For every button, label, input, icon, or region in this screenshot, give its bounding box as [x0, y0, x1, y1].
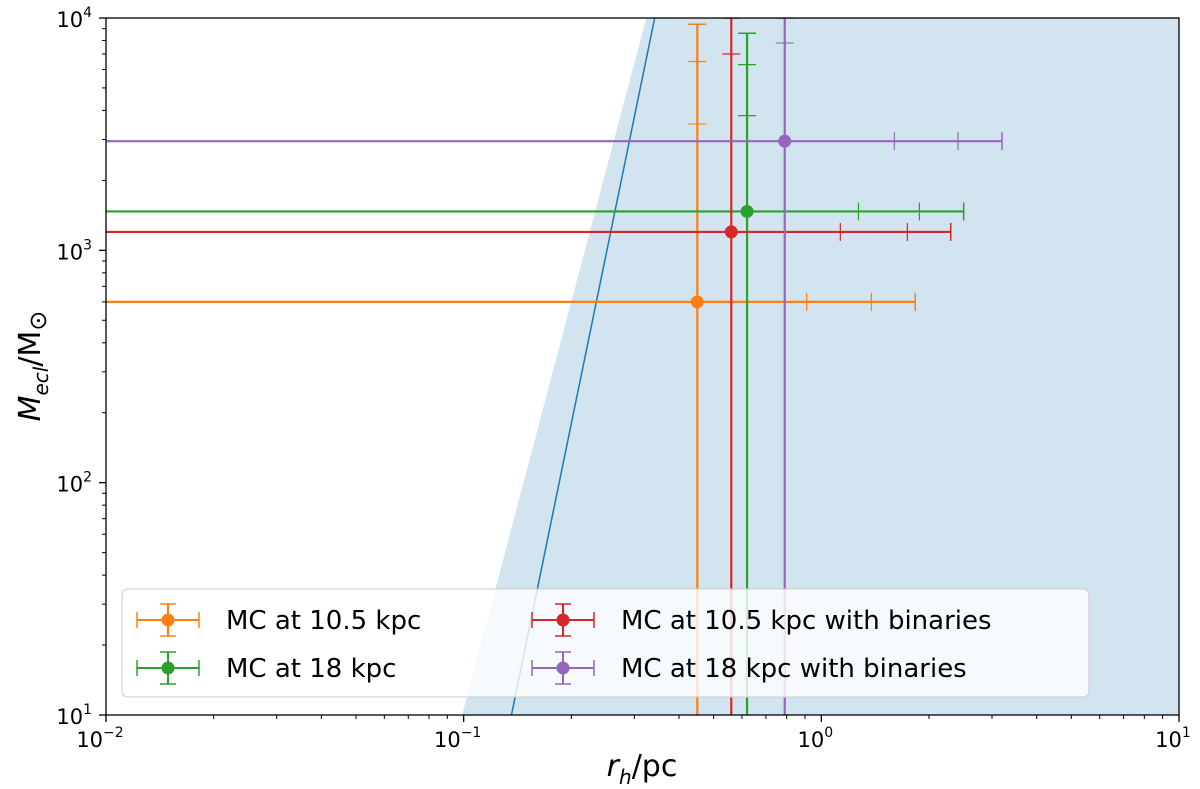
y-axis-label: Mecl/M⊙ — [13, 311, 53, 422]
axes-frame — [105, 17, 1180, 716]
x-axis-label: rh/pc — [607, 749, 678, 789]
plot-area — [106, 18, 1179, 715]
legend-marker-mc-10-5-kpc-binaries — [531, 603, 595, 637]
legend-marker-mc-10-5-kpc — [136, 603, 200, 637]
shaded-region — [462, 18, 1179, 715]
data-point — [724, 225, 738, 239]
x-tick-label: 10−1 — [434, 725, 481, 752]
y-tick-label: 101 — [56, 702, 92, 729]
legend-entry-mc-18-kpc-binaries: MC at 18 kpc with binaries — [531, 651, 967, 685]
legend-point — [556, 613, 570, 627]
legend-point — [556, 661, 570, 675]
legend-label: MC at 10.5 kpc with binaries — [621, 606, 992, 636]
legend-marker-mc-18-kpc-binaries — [531, 651, 595, 685]
data-point — [778, 134, 792, 148]
x-tick-label: 100 — [798, 725, 834, 752]
legend-box — [121, 588, 1090, 698]
legend-label: MC at 10.5 kpc — [226, 606, 421, 636]
legend-label: MC at 18 kpc — [226, 654, 396, 684]
legend: MC at 10.5 kpc MC at 18 kpc MC at 10.5 k… — [121, 588, 1090, 698]
y-tick-label: 102 — [56, 470, 92, 497]
legend-entry-mc-18-kpc: MC at 18 kpc — [136, 651, 396, 685]
axis-ticks: 10−2 10−1 100 101 101 102 103 104 — [56, 5, 1190, 752]
y-tick-label: 103 — [56, 237, 92, 264]
x-tick-label: 101 — [1155, 725, 1191, 752]
x-tick-label: 10−2 — [76, 725, 123, 752]
legend-point — [161, 613, 175, 627]
legend-point — [161, 661, 175, 675]
legend-label: MC at 18 kpc with binaries — [621, 654, 967, 684]
legend-marker-mc-18-kpc — [136, 651, 200, 685]
data-point — [690, 295, 704, 309]
legend-entry-mc-10-5-kpc: MC at 10.5 kpc — [136, 603, 421, 637]
y-tick-label: 104 — [56, 5, 92, 32]
data-point — [740, 204, 754, 218]
legend-entry-mc-10-5-kpc-binaries: MC at 10.5 kpc with binaries — [531, 603, 992, 637]
